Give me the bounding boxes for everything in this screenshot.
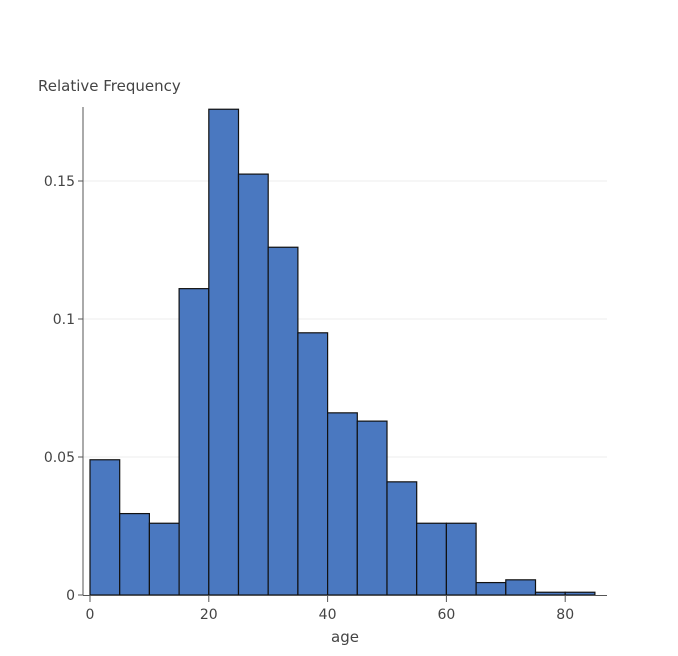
x-tick-label-1: 20: [200, 607, 218, 623]
x-tick-label-4: 80: [556, 607, 574, 623]
y-axis-title: Relative Frequency: [38, 77, 181, 95]
y-tick-label-2: 0.1: [53, 312, 75, 328]
y-tick-label-1: 0.05: [44, 450, 75, 466]
histogram-bar-5: [237, 173, 269, 596]
histogram-bar-4: [208, 108, 240, 596]
histogram-bar-0: [89, 459, 121, 596]
y-tick-label-0: 0: [66, 588, 75, 604]
chart-axes: [78, 107, 607, 602]
histogram-bar-10: [386, 481, 418, 596]
histogram-bar-1: [119, 512, 150, 596]
histogram-bar-11: [416, 522, 448, 596]
histogram-bar-13: [475, 581, 507, 596]
histogram-bar-3: [178, 288, 210, 596]
histogram-bar-6: [267, 246, 299, 596]
histogram-bar-16: [564, 591, 596, 596]
histogram-bar-7: [297, 332, 329, 596]
tick-labels: 0 0.05 0.1 0.15 0 20 40 60 80: [44, 174, 574, 623]
histogram-bar-2: [148, 522, 180, 596]
x-tick-label-2: 40: [319, 607, 337, 623]
histogram-bar-9: [356, 420, 388, 596]
histogram-bar-14: [505, 579, 537, 596]
histogram-bar-15: [534, 591, 566, 596]
x-axis-title: age: [331, 628, 359, 646]
histogram-bar-8: [327, 412, 358, 596]
x-tick-label-3: 60: [437, 607, 455, 623]
x-tick-label-0: 0: [86, 607, 95, 623]
y-tick-label-3: 0.15: [44, 174, 75, 190]
histogram-bar-12: [445, 522, 477, 596]
histogram-bars: [89, 108, 596, 596]
